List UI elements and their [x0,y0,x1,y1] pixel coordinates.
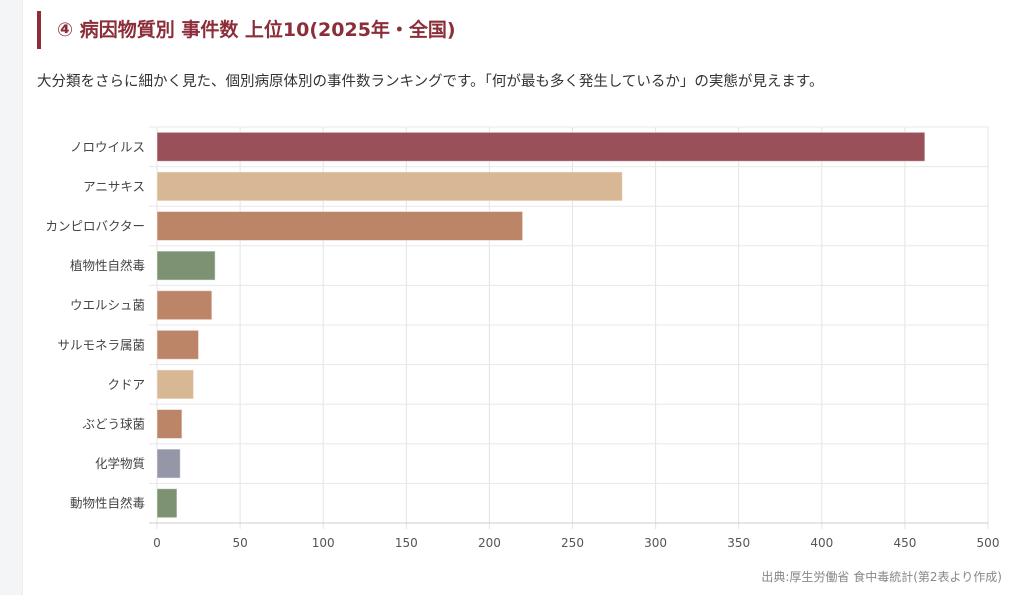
category-label: 植物性自然毒 [70,258,145,273]
category-label: 化学物質 [95,456,145,471]
category-label: サルモネラ属菌 [57,337,145,352]
x-tick-label: 50 [232,536,247,550]
bar-7 [156,409,183,439]
x-tick-label: 350 [727,536,750,550]
bar-5 [156,329,200,360]
category-label: アニサキス [83,179,145,194]
x-tick-label: 0 [153,536,161,550]
x-tick-label: 200 [478,536,501,550]
category-label: ノロウイルス [70,139,145,154]
x-tick-label: 500 [977,536,1000,550]
section-description: 大分類をさらに細かく見た、個別病原体別の事件数ランキングです。「何が最も多く発生… [37,74,824,90]
bar-8 [156,448,181,479]
bar-0 [156,131,926,162]
bar-4 [156,290,213,321]
category-label: ぶどう球菌 [82,417,145,432]
x-tick-label: 450 [893,536,916,550]
x-tick-label: 300 [644,536,667,550]
x-tick-label: 250 [561,536,584,550]
category-label: カンピロバクター [45,219,145,234]
bar-3 [156,250,216,281]
bar-2 [156,211,524,241]
page-edge [0,0,23,595]
source-note: 出典:厚生労働省 食中毒統計(第2表より作成) [761,570,1002,584]
category-label: ウエルシュ菌 [70,298,145,313]
bar-6 [156,369,195,400]
x-tick-label: 150 [395,536,418,550]
section-title: ④ 病因物質別 事件数 上位10(2025年・全国) [37,11,456,49]
x-tick-label: 100 [312,536,335,550]
x-tick-label: 400 [810,536,833,550]
bar-9 [156,488,178,519]
category-label: クドア [107,377,145,392]
bar-1 [156,171,623,202]
category-label: 動物性自然毒 [70,496,145,511]
